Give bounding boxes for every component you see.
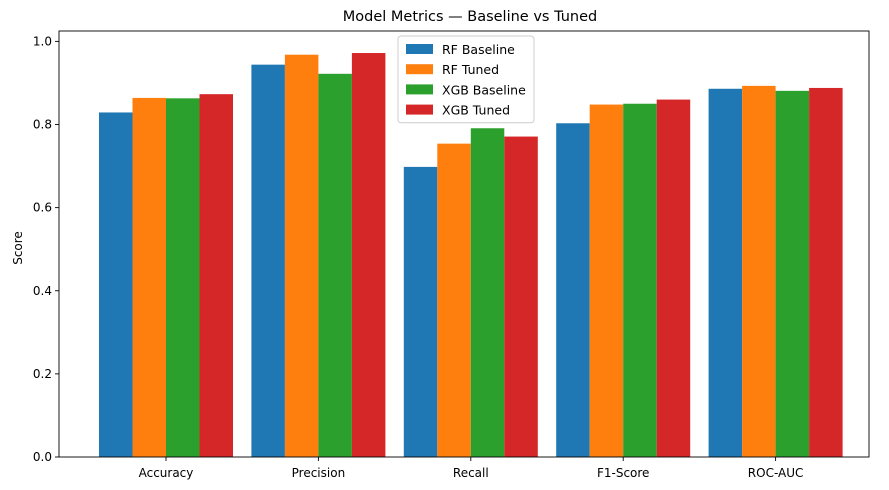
bar-xgb-tuned-roc-auc [809,87,843,457]
y-tick-label: 0.0 [33,450,52,464]
legend-label: XGB Tuned [442,103,510,118]
bar-rf-baseline-precision [251,64,285,457]
bar-rf-baseline-f1-score [556,123,590,457]
bar-xgb-baseline-f1-score [623,103,657,458]
bar-xgb-tuned-accuracy [199,94,233,458]
x-tick-label: Precision [292,466,346,480]
y-tick-label: 0.8 [33,118,52,132]
legend-label: XGB Baseline [442,82,526,97]
y-tick-label: 0.2 [33,367,52,381]
legend-swatch [406,104,433,115]
bar-rf-tuned-f1-score [589,104,624,457]
bars-group [99,53,843,458]
bar-rf-baseline-accuracy [99,112,133,458]
bar-rf-baseline-recall [403,166,438,457]
bar-xgb-baseline-accuracy [166,98,200,457]
chart-title: Model Metrics — Baseline vs Tuned [343,9,598,25]
x-tick-label: Accuracy [139,466,194,480]
y-axis-label: Score [11,231,25,265]
legend-swatch [406,44,433,54]
bar-rf-tuned-precision [284,54,319,457]
legend: RF Baseline RF Tuned XGB Baseline XGB Tuned [397,35,535,124]
axes-group: 0.0 0.2 0.4 0.6 0.8 1.0 Accuracy Precision Recal… [33,30,870,480]
y-tick-label: 0.6 [33,201,52,215]
y-tick-label: 1.0 [33,34,52,48]
bar-xgb-tuned-recall [504,136,538,457]
legend-swatch [406,84,433,95]
bar-xgb-baseline-precision [318,73,352,458]
bar-rf-baseline-roc-auc [708,88,743,458]
bar-rf-tuned-roc-auc [742,85,776,458]
x-tick-label: F1-Score [597,466,649,480]
bar-rf-tuned-accuracy [132,97,166,457]
bar-xgb-tuned-precision [351,53,386,458]
bar-xgb-tuned-f1-score [656,99,691,457]
y-tick-label: 0.4 [33,284,52,298]
legend-swatch [406,64,433,75]
legend-label: RF Tuned [442,62,499,77]
legend-box [397,35,535,124]
bar-rf-tuned-recall [437,143,471,457]
bar-xgb-baseline-recall [470,128,505,457]
bar-xgb-baseline-roc-auc [775,90,810,457]
plot-frame [58,30,870,458]
x-tick-label: ROC-AUC [748,466,804,480]
x-tick-label: Recall [453,466,489,480]
legend-label: RF Baseline [442,42,515,57]
